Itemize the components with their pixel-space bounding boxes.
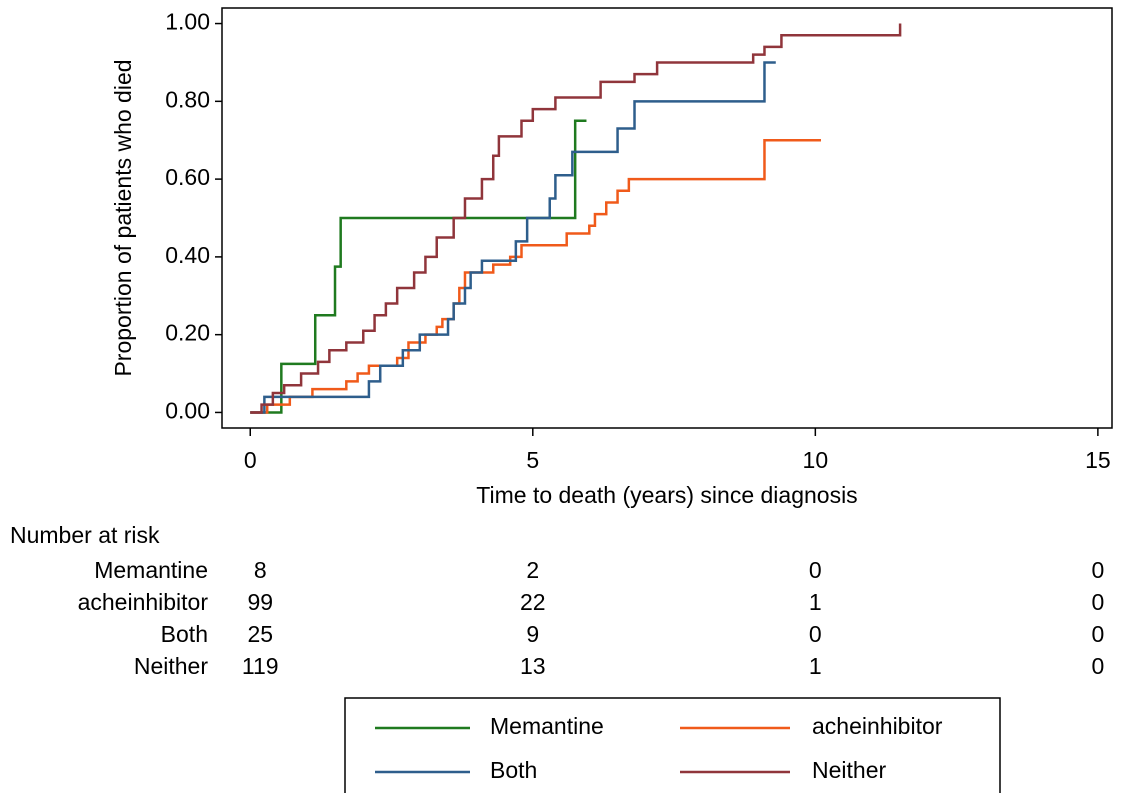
- y-axis-label: Proportion of patients who died: [110, 59, 136, 376]
- risk-row-label: Neither: [134, 653, 208, 679]
- risk-value: 9: [526, 621, 539, 647]
- y-tick-label: 0.80: [165, 86, 210, 112]
- risk-value: 119: [242, 653, 279, 679]
- risk-value: 1: [809, 589, 822, 615]
- risk-row-label: Memantine: [94, 557, 208, 583]
- y-tick-label: 0.20: [165, 320, 210, 346]
- risk-value: 0: [1091, 557, 1104, 583]
- legend-label: Both: [490, 757, 537, 783]
- risk-value: 99: [247, 589, 273, 615]
- risk-row-label: acheinhibitor: [78, 589, 209, 615]
- risk-row-label: Both: [161, 621, 208, 647]
- survival-line: [250, 119, 587, 414]
- risk-value: 0: [1091, 589, 1104, 615]
- x-axis-label: Time to death (years) since diagnosis: [476, 482, 857, 508]
- legend-label: acheinhibitor: [812, 713, 943, 739]
- risk-table-title: Number at risk: [10, 522, 160, 548]
- survival-line: [250, 23, 902, 414]
- y-tick-label: 0.00: [165, 398, 210, 424]
- legend-label: Memantine: [490, 713, 604, 739]
- risk-value: 25: [247, 621, 273, 647]
- x-tick-label: 10: [803, 447, 829, 473]
- risk-value: 2: [526, 557, 539, 583]
- y-tick-label: 0.60: [165, 164, 210, 190]
- y-tick-label: 1.00: [165, 9, 210, 35]
- risk-value: 22: [520, 589, 546, 615]
- plot-frame: [221, 7, 1113, 429]
- risk-value: 13: [520, 653, 546, 679]
- survival-line: [250, 61, 776, 414]
- y-tick-label: 0.40: [165, 242, 210, 268]
- legend-box: [344, 697, 1001, 793]
- x-tick-label: 5: [526, 447, 539, 473]
- legend-label: Neither: [812, 757, 886, 783]
- x-tick-label: 0: [244, 447, 257, 473]
- risk-value: 0: [1091, 621, 1104, 647]
- risk-value: 1: [809, 653, 822, 679]
- risk-value: 0: [1091, 653, 1104, 679]
- risk-value: 0: [809, 557, 822, 583]
- x-tick-label: 15: [1085, 447, 1111, 473]
- risk-value: 8: [254, 557, 267, 583]
- risk-value: 0: [809, 621, 822, 647]
